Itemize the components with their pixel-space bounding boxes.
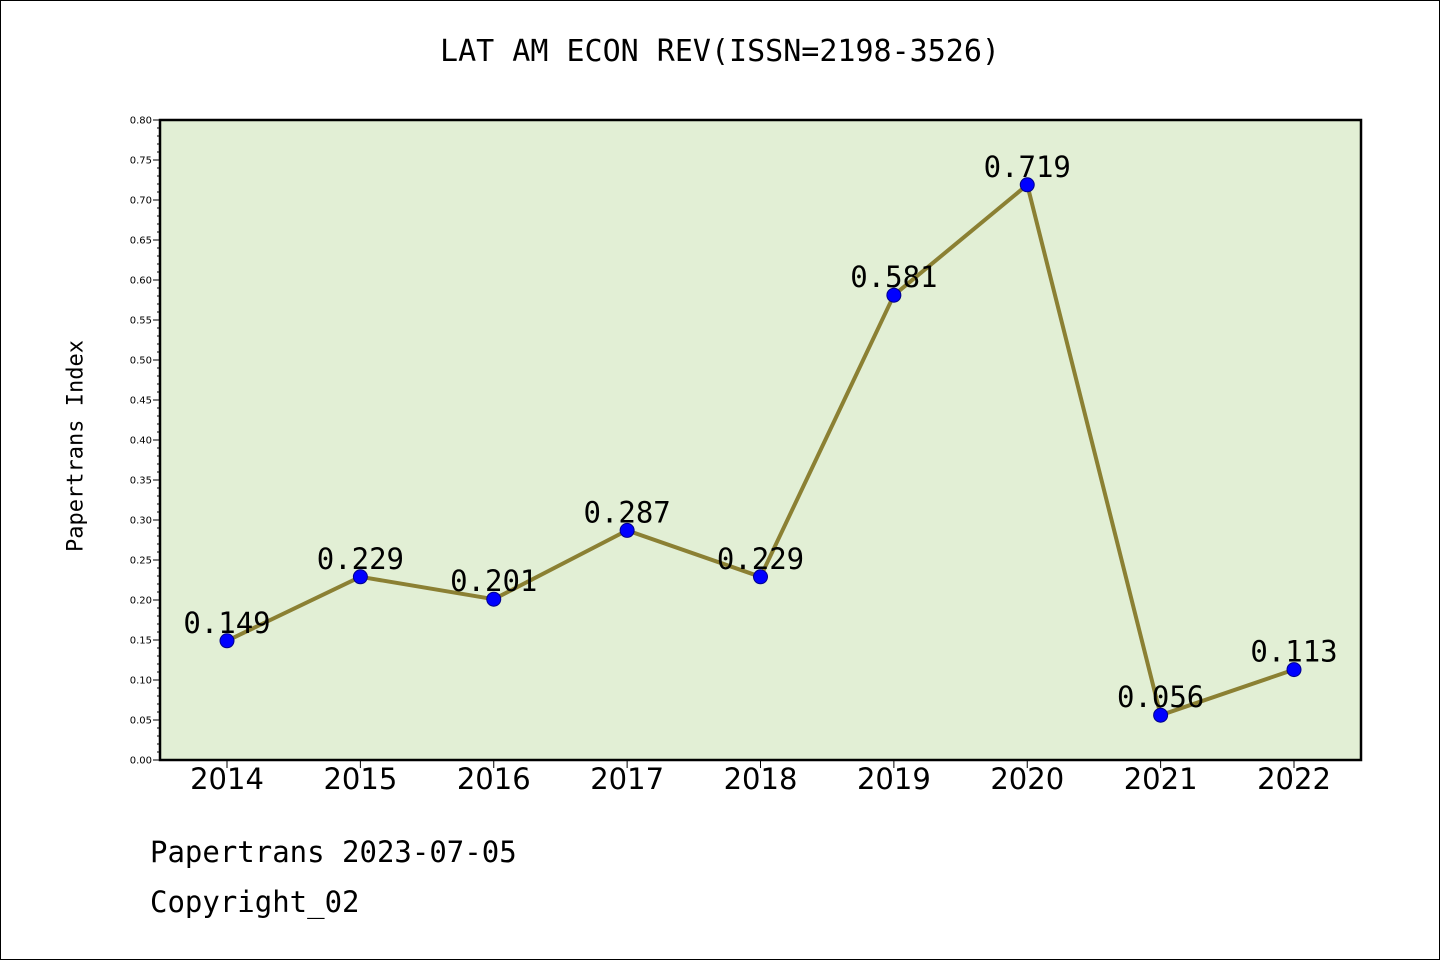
y-tick-label: 0.25 <box>130 556 152 567</box>
footer-date: Papertrans 2023-07-05 <box>150 835 517 869</box>
y-tick-label: 0.20 <box>130 596 152 607</box>
x-tick-label: 2016 <box>457 762 531 796</box>
data-point <box>352 569 368 585</box>
data-point <box>1286 662 1302 678</box>
plot-area <box>160 120 1361 760</box>
data-label: 0.581 <box>850 260 937 294</box>
data-label: 0.229 <box>717 542 804 576</box>
y-tick-label: 0.60 <box>130 276 152 287</box>
y-tick-label: 0.35 <box>130 476 152 487</box>
y-tick-label: 0.80 <box>130 116 152 127</box>
x-tick-label: 2014 <box>190 762 264 796</box>
data-point <box>1019 177 1035 193</box>
data-label: 0.149 <box>183 606 270 640</box>
data-label: 0.113 <box>1250 635 1337 669</box>
x-tick-label: 2022 <box>1257 762 1331 796</box>
x-tick-label: 2020 <box>990 762 1064 796</box>
data-point <box>619 522 635 538</box>
y-tick-label: 0.50 <box>130 356 152 367</box>
y-tick-label: 0.65 <box>130 236 152 247</box>
y-tick-label: 0.75 <box>130 156 152 167</box>
x-tick-label: 2021 <box>1124 762 1198 796</box>
data-label: 0.229 <box>317 542 404 576</box>
x-tick-label: 2018 <box>724 762 798 796</box>
y-tick-label: 0.40 <box>130 436 152 447</box>
plot-border <box>158 118 1363 762</box>
data-label: 0.201 <box>450 564 537 598</box>
x-tick-label: 2017 <box>590 762 664 796</box>
x-tick-label: 2019 <box>857 762 931 796</box>
y-tick-label: 0.30 <box>130 516 152 527</box>
data-label: 0.287 <box>583 495 670 529</box>
footer-copyright: Copyright_02 <box>150 885 360 919</box>
data-point <box>886 287 902 303</box>
y-tick-label: 0.00 <box>130 756 152 767</box>
data-point <box>753 569 768 585</box>
data-point <box>1153 707 1169 723</box>
chart-title: LAT AM ECON REV(ISSN=2198-3526) <box>440 34 1000 69</box>
y-tick-label: 0.15 <box>130 636 152 647</box>
y-tick-label: 0.70 <box>130 196 152 207</box>
y-tick-label: 0.05 <box>130 716 152 727</box>
x-tick-label: 2015 <box>323 762 397 796</box>
data-point <box>219 633 235 649</box>
data-label: 0.056 <box>1117 680 1204 714</box>
data-label: 0.719 <box>984 150 1071 184</box>
data-point <box>486 591 502 607</box>
y-tick-label: 0.55 <box>130 316 152 327</box>
y-tick-label: 0.45 <box>130 396 152 407</box>
y-tick-label: 0.10 <box>130 676 152 687</box>
